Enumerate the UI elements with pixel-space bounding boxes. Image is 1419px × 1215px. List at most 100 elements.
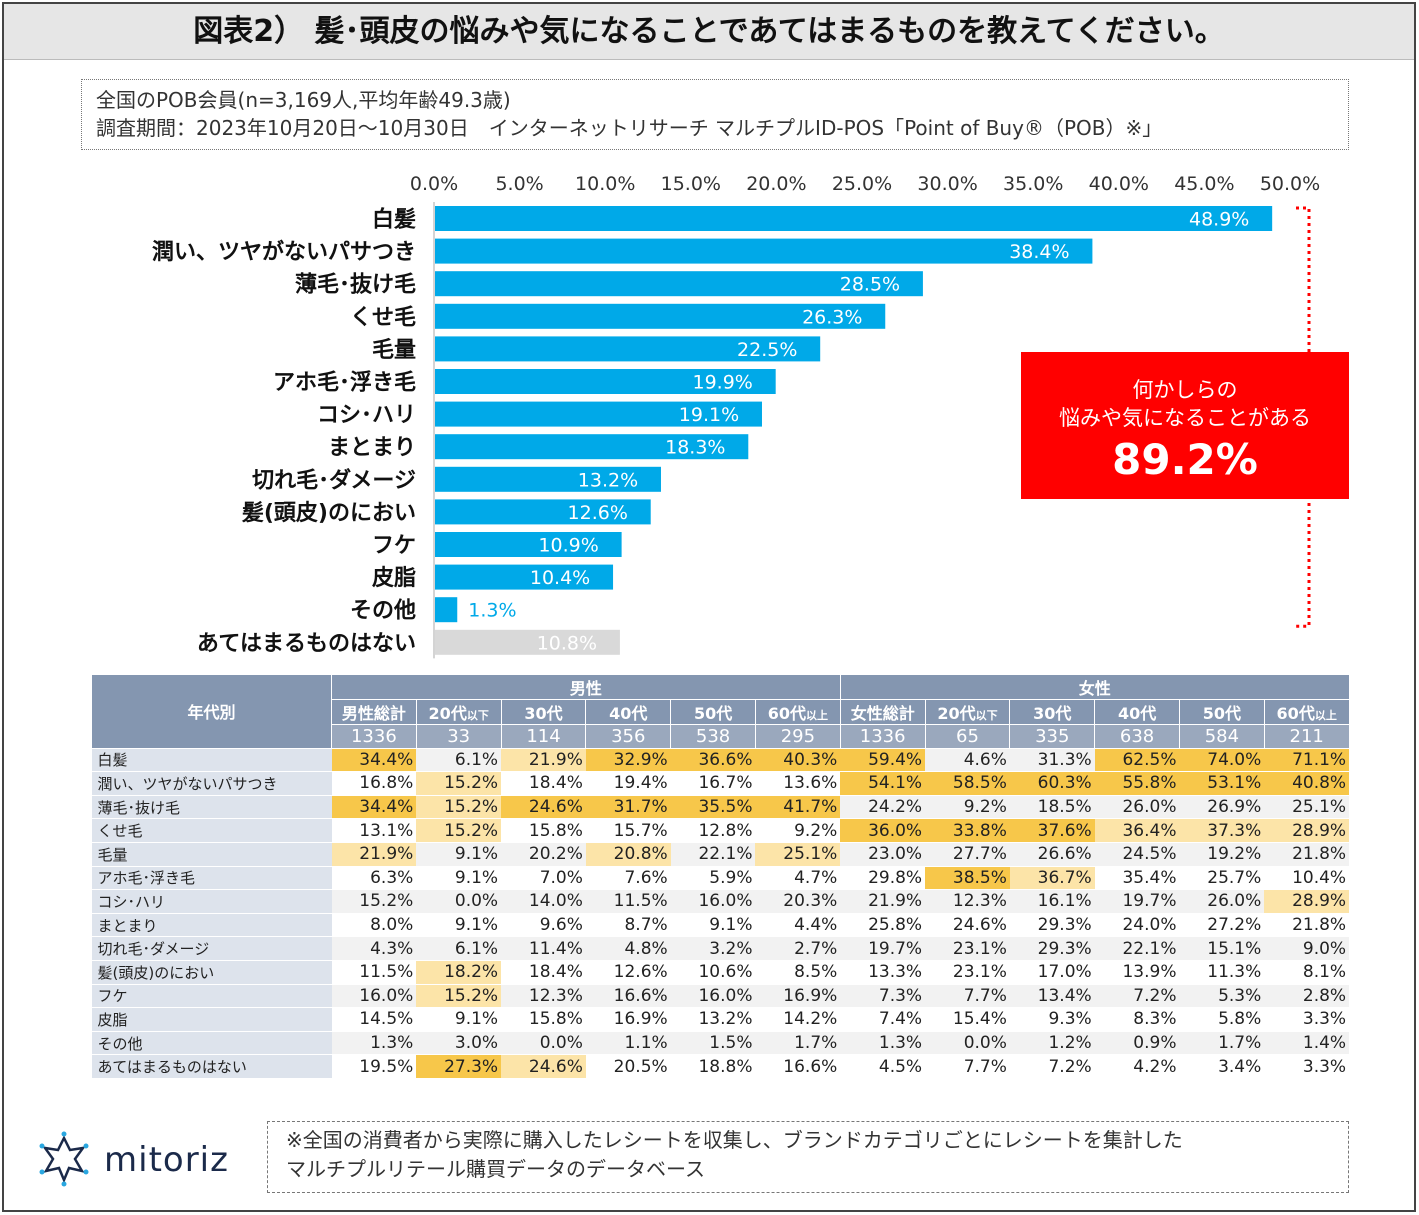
group-header-female: 女性 [839, 674, 1350, 700]
table-cell: 7.2% [1094, 984, 1180, 1009]
bar [435, 466, 661, 492]
survey-sample-text: 全国のPOB会員(n=3,169人,平均年齢49.3歳) [96, 88, 511, 112]
column-header: 男性総計 [331, 699, 417, 725]
x-tick-label: 25.0% [832, 173, 892, 195]
table-cell: 18.2% [416, 960, 502, 985]
table-cell: 1.5% [670, 1031, 756, 1056]
column-header: 20代以下 [924, 699, 1011, 725]
table-cell: 16.8% [331, 771, 417, 796]
table-cell: 25.7% [1179, 866, 1265, 891]
table-cell: 18.8% [670, 1054, 756, 1079]
table-cell: 27.2% [1179, 913, 1265, 938]
table-cell: 38.5% [925, 866, 1010, 891]
callout-box: 何かしらの 悩みや気になることがある 89.2% [1021, 352, 1349, 499]
bar [435, 597, 458, 623]
table-cell: 36.6% [670, 748, 756, 773]
x-tick-label: 0.0% [410, 173, 458, 195]
category-label: 白髪 [372, 207, 416, 233]
logo-text: mitoriz [104, 1140, 229, 1180]
bar-value-label: 18.3% [665, 437, 725, 459]
column-header: 女性総計 [839, 699, 926, 725]
table-cell: 12.3% [925, 889, 1010, 914]
table-cell: 15.4% [925, 1007, 1010, 1032]
bar-value-label: 1.3% [468, 600, 516, 622]
table-cell: 24.2% [840, 795, 926, 820]
table-cell: 1.2% [1009, 1031, 1095, 1056]
bar-value-label: 48.9% [1189, 209, 1249, 231]
table-cell: 14.0% [501, 889, 586, 914]
table-cell: 36.7% [1009, 866, 1095, 891]
column-sample-count: 211 [1263, 724, 1350, 749]
footnote-line2: マルチプルリテール購買データのデータベース [286, 1157, 705, 1181]
table-cell: 22.1% [670, 842, 756, 867]
table-row: 薄毛･抜け毛 34.4% 15.2% 24.6% 31.7% 35.5% 41.7% 24.2… [91, 795, 1350, 820]
table-cell: 5.8% [1179, 1007, 1265, 1032]
table-cell: 4.7% [755, 866, 841, 891]
breakdown-table: 年代別 男性 女性 男性総計 20代以下 30代 40代 50代 60代以上 女性総計 20代… [91, 674, 1350, 1079]
table-cell: 24.6% [501, 795, 586, 820]
table-row: まとまり 8.0% 9.1% 9.6% 8.7% 9.1% 4.4% 25.8% 24.6% 29… [91, 913, 1350, 938]
table-cell: 23.1% [925, 936, 1010, 961]
table-cell: 26.6% [1009, 842, 1095, 867]
table-cell: 1.4% [1264, 1031, 1350, 1056]
row-label: コシ･ハリ [91, 889, 332, 914]
category-label: 毛量 [372, 338, 416, 363]
table-cell: 4.2% [1094, 1054, 1180, 1079]
row-label: アホ毛･浮き毛 [91, 866, 332, 891]
table-cell: 20.8% [585, 842, 671, 867]
table-cell: 11.4% [501, 936, 586, 961]
table-cell: 8.7% [585, 913, 671, 938]
bar [435, 271, 923, 297]
table-cell: 16.0% [670, 889, 756, 914]
table-cell: 26.0% [1094, 795, 1180, 820]
table-cell: 9.0% [1264, 936, 1350, 961]
table-cell: 10.4% [1264, 866, 1350, 891]
table-row: コシ･ハリ 15.2% 0.0% 14.0% 11.5% 16.0% 20.3% 21.9% 1… [91, 889, 1350, 914]
table-cell: 5.3% [1179, 984, 1265, 1009]
footnote-box: ※全国の消費者から実際に購入したレシートを収集し、ブランドカテゴリごとにレシート… [267, 1121, 1349, 1193]
table-cell: 15.2% [416, 771, 502, 796]
table-cell: 4.5% [840, 1054, 926, 1079]
table-cell: 31.7% [585, 795, 671, 820]
group-header-male: 男性 [331, 674, 841, 700]
table-cell: 23.0% [840, 842, 926, 867]
bar [435, 401, 762, 427]
table-corner-label: 年代別 [91, 674, 332, 749]
table-cell: 19.2% [1179, 842, 1265, 867]
table-cell: 18.4% [501, 771, 586, 796]
table-cell: 4.4% [755, 913, 841, 938]
table-cell: 27.7% [925, 842, 1010, 867]
category-label: コシ･ハリ [317, 403, 416, 428]
table-cell: 13.1% [331, 818, 417, 843]
table-cell: 0.0% [501, 1031, 586, 1056]
table-row: アホ毛･浮き毛 6.3% 9.1% 7.0% 7.6% 5.9% 4.7% 29.8% 38.5… [91, 866, 1350, 891]
table-cell: 36.0% [840, 818, 926, 843]
column-sample-count: 33 [415, 724, 502, 749]
table-cell: 25.8% [840, 913, 926, 938]
table-cell: 9.2% [755, 818, 841, 843]
table-cell: 13.6% [755, 771, 841, 796]
x-tick-label: 40.0% [1089, 173, 1149, 195]
x-tick-label: 5.0% [495, 173, 543, 195]
table-cell: 9.1% [416, 1007, 502, 1032]
callout-line2: 悩みや気になることがある [1059, 406, 1311, 430]
table-cell: 13.4% [1009, 984, 1095, 1009]
column-sample-count: 356 [585, 724, 672, 749]
table-cell: 16.9% [585, 1007, 671, 1032]
table-cell: 15.1% [1179, 936, 1265, 961]
category-label: 潤い、ツヤがないパサつき [152, 239, 416, 265]
table-cell: 9.2% [925, 795, 1010, 820]
table-cell: 37.6% [1009, 818, 1095, 843]
table-cell: 17.0% [1009, 960, 1095, 985]
table-cell: 37.3% [1179, 818, 1265, 843]
table-cell: 20.3% [755, 889, 841, 914]
table-cell: 25.1% [755, 842, 841, 867]
table-cell: 15.8% [501, 818, 586, 843]
bar-chart: 0.0% 5.0% 10.0% 15.0% 20.0% 25.0% 30.0% 35.0% 40… [152, 173, 1320, 659]
table-cell: 9.1% [416, 866, 502, 891]
category-label: 切れ毛･ダメージ [252, 467, 416, 493]
table-cell: 21.9% [840, 889, 926, 914]
column-header: 60代以上 [754, 699, 841, 725]
table-cell: 22.1% [1094, 936, 1180, 961]
